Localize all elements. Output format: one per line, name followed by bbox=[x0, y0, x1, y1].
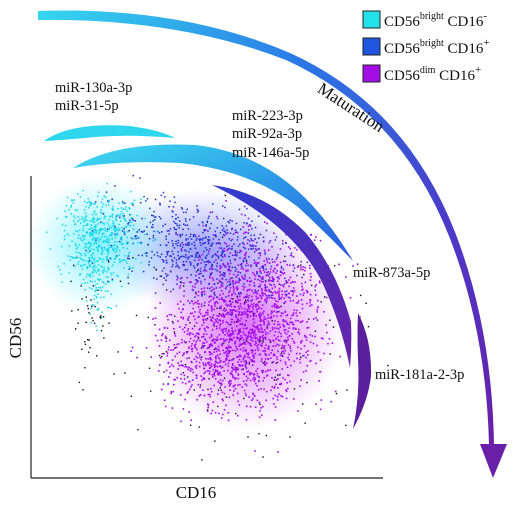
legend: CD56bright CD16- CD56bright CD16+ CD56di… bbox=[362, 10, 490, 84]
svg-text:CD56bright CD16+: CD56bright CD16+ bbox=[384, 37, 490, 57]
legend-swatch bbox=[362, 64, 381, 83]
scatter-dots-blue bbox=[76, 174, 316, 316]
mirna-label-group-3: miR-873a-5p bbox=[353, 265, 430, 281]
scatter-dots-cyan bbox=[45, 182, 158, 332]
y-axis-label: CD56 bbox=[6, 318, 25, 359]
mirna-label: miR-223-3p bbox=[232, 108, 303, 124]
band-mir-223-92a-146a bbox=[73, 144, 353, 261]
svg-text:CD56bright CD16-: CD56bright CD16- bbox=[384, 10, 487, 30]
mirna-label: miR-130a-3p bbox=[55, 80, 132, 96]
maturation-arrowhead bbox=[480, 444, 507, 478]
maturation-arrow bbox=[38, 10, 507, 478]
legend-swatch bbox=[362, 37, 381, 56]
mirna-label: miR-31-5p bbox=[55, 98, 119, 114]
band-mir-181a-2 bbox=[353, 313, 372, 429]
mirna-bands bbox=[44, 125, 372, 429]
band-mir-130a-31 bbox=[44, 125, 175, 141]
legend-item-cd56bright-cd16pos: CD56bright CD16+ bbox=[362, 37, 490, 57]
x-axis-label: CD16 bbox=[176, 483, 217, 502]
plot-axes bbox=[30, 176, 383, 479]
scatter-dots-purple bbox=[130, 200, 359, 453]
svg-text:CD56dim CD16+: CD56dim CD16+ bbox=[384, 64, 481, 84]
mirna-label: miR-181a-2-3p bbox=[375, 367, 464, 383]
legend-swatch bbox=[362, 10, 381, 29]
mirna-label: miR-92a-3p bbox=[232, 126, 302, 142]
mirna-label-group-2: miR-223-3p miR-92a-3p miR-146a-5p bbox=[232, 108, 309, 161]
legend-item-cd56bright-cd16neg: CD56bright CD16- bbox=[362, 10, 487, 30]
legend-item-cd56dim-cd16pos: CD56dim CD16+ bbox=[362, 64, 481, 84]
maturation-label: Maturation bbox=[314, 79, 388, 136]
mirna-label: miR-873a-5p bbox=[353, 265, 430, 281]
mirna-label-group-1: miR-130a-3p miR-31-5p bbox=[55, 80, 132, 114]
mirna-label: miR-146a-5p bbox=[232, 145, 309, 161]
band-mir-873a bbox=[212, 185, 352, 368]
mirna-label-group-4: miR-181a-2-3p bbox=[375, 367, 464, 383]
